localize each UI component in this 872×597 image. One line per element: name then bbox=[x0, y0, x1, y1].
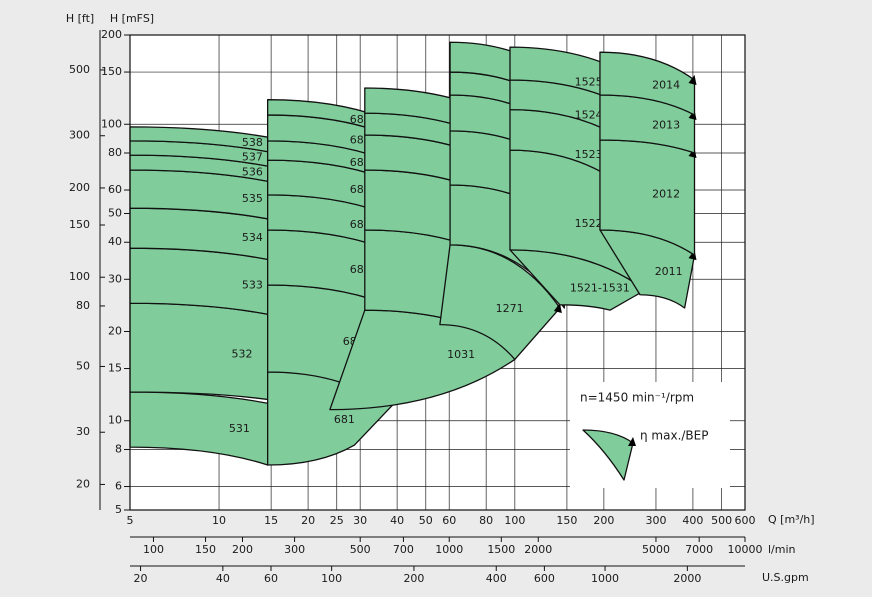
secondary-tick-label: 100 bbox=[321, 572, 342, 585]
secondary-tick-label: 700 bbox=[393, 543, 414, 556]
x-tick-label: 40 bbox=[390, 514, 404, 527]
secondary-tick-label: 1500 bbox=[487, 543, 515, 556]
speed-note: n=1450 min⁻¹/rpm bbox=[580, 391, 694, 405]
x-tick-label: 400 bbox=[682, 514, 703, 527]
secondary-tick-label: 400 bbox=[486, 572, 507, 585]
bep-legend: η max./BEP bbox=[640, 429, 708, 443]
y-ft-tick-label: 100 bbox=[69, 270, 90, 283]
region-label: 1031 bbox=[447, 348, 475, 361]
region-label: 536 bbox=[242, 165, 263, 178]
secondary-tick-label: 150 bbox=[195, 543, 216, 556]
x-tick-label: 15 bbox=[264, 514, 278, 527]
pump-region bbox=[599, 51, 696, 116]
y-tick-label: 5 bbox=[115, 503, 122, 516]
region-label: 1521-1531 bbox=[570, 282, 630, 295]
legend-bep-marker bbox=[628, 437, 636, 446]
regions: 5315325335345355365375386816826836846856… bbox=[129, 41, 697, 466]
x-tick-label: 80 bbox=[479, 514, 493, 527]
x-tick-label: 5 bbox=[127, 514, 134, 527]
y-tick-label: 30 bbox=[108, 272, 122, 285]
y-ft-tick-label: 20 bbox=[76, 477, 90, 490]
secondary-tick-label: 1000 bbox=[435, 543, 463, 556]
x-tick-label: 10 bbox=[212, 514, 226, 527]
y-tick-label: 15 bbox=[108, 362, 122, 375]
bep-marker bbox=[688, 75, 697, 86]
x-tick-label: 20 bbox=[301, 514, 315, 527]
region-label: 531 bbox=[229, 422, 250, 435]
secondary-tick-label: 600 bbox=[534, 572, 555, 585]
x-tick-label: 100 bbox=[504, 514, 525, 527]
secondary-tick-label: 60 bbox=[264, 572, 278, 585]
y-tick-label: 10 bbox=[108, 414, 122, 427]
region-label: 681 bbox=[334, 413, 355, 426]
region-label: 532 bbox=[232, 348, 253, 361]
y-tick-label: 60 bbox=[108, 183, 122, 196]
secondary-tick-label: 100 bbox=[143, 543, 164, 556]
region-label: 535 bbox=[242, 192, 263, 205]
y-ft-tick-label: 500 bbox=[69, 63, 90, 76]
region-label: 1271 bbox=[496, 302, 524, 315]
y-tick-label: 80 bbox=[108, 146, 122, 159]
y-ft-tick-label: 50 bbox=[76, 359, 90, 372]
x-tick-label: 300 bbox=[645, 514, 666, 527]
region-label: 537 bbox=[242, 151, 263, 164]
x-tick-label: 30 bbox=[353, 514, 367, 527]
bep-marker bbox=[553, 303, 562, 314]
y-ft-tick-label: 200 bbox=[69, 181, 90, 194]
x-tick-label: 150 bbox=[556, 514, 577, 527]
secondary-tick-label: 500 bbox=[350, 543, 371, 556]
y-tick-label: 100 bbox=[101, 117, 122, 130]
y-tick-label: 200 bbox=[101, 28, 122, 41]
y-ft-label: H [ft] bbox=[66, 12, 94, 25]
region-label: 2011 bbox=[655, 265, 683, 278]
y-tick-label: 40 bbox=[108, 235, 122, 248]
y-ft-tick-label: 300 bbox=[69, 129, 90, 142]
secondary-tick-label: 5000 bbox=[642, 543, 670, 556]
secondary-tick-label: 300 bbox=[284, 543, 305, 556]
legend-swatch bbox=[582, 429, 634, 481]
secondary-tick-label: 2000 bbox=[673, 572, 701, 585]
secondary-tick-label: 200 bbox=[232, 543, 253, 556]
secondary-tick-label: 40 bbox=[216, 572, 230, 585]
y-tick-label: 150 bbox=[101, 65, 122, 78]
region-label: 533 bbox=[242, 279, 263, 292]
secondary-tick-label: 7000 bbox=[685, 543, 713, 556]
x-tick-label: 500 bbox=[711, 514, 732, 527]
x-label: Q [m³/h] bbox=[768, 513, 815, 526]
secondary-tick-label: 10000 bbox=[728, 543, 763, 556]
y-ft-tick-label: 150 bbox=[69, 218, 90, 231]
region-label: 538 bbox=[242, 136, 263, 149]
x-tick-label: 60 bbox=[442, 514, 456, 527]
region-label: 2014 bbox=[652, 79, 680, 92]
y-tick-label: 50 bbox=[108, 207, 122, 220]
plot-frame bbox=[129, 34, 746, 511]
secondary-tick-label: 20 bbox=[134, 572, 148, 585]
x-gpm-label: U.S.gpm bbox=[762, 571, 809, 584]
secondary-tick-label: 2000 bbox=[524, 543, 552, 556]
secondary-tick-label: 200 bbox=[403, 572, 424, 585]
secondary-tick-label: 1000 bbox=[591, 572, 619, 585]
y-tick-label: 8 bbox=[115, 442, 122, 455]
y-tick-label: 6 bbox=[115, 480, 122, 493]
y-ft-tick-label: 80 bbox=[76, 299, 90, 312]
y-ft-tick-label: 30 bbox=[76, 425, 90, 438]
region-label: 2012 bbox=[652, 188, 680, 201]
x-tick-label: 200 bbox=[593, 514, 614, 527]
x-lpm-label: l/min bbox=[768, 543, 796, 556]
x-tick-label: 600 bbox=[735, 514, 756, 527]
region-label: 534 bbox=[242, 231, 263, 244]
x-tick-label: 50 bbox=[419, 514, 433, 527]
x-tick-label: 25 bbox=[330, 514, 344, 527]
region-label: 2013 bbox=[652, 119, 680, 132]
y-label: H [mFS] bbox=[110, 12, 154, 25]
y-tick-label: 20 bbox=[108, 324, 122, 337]
